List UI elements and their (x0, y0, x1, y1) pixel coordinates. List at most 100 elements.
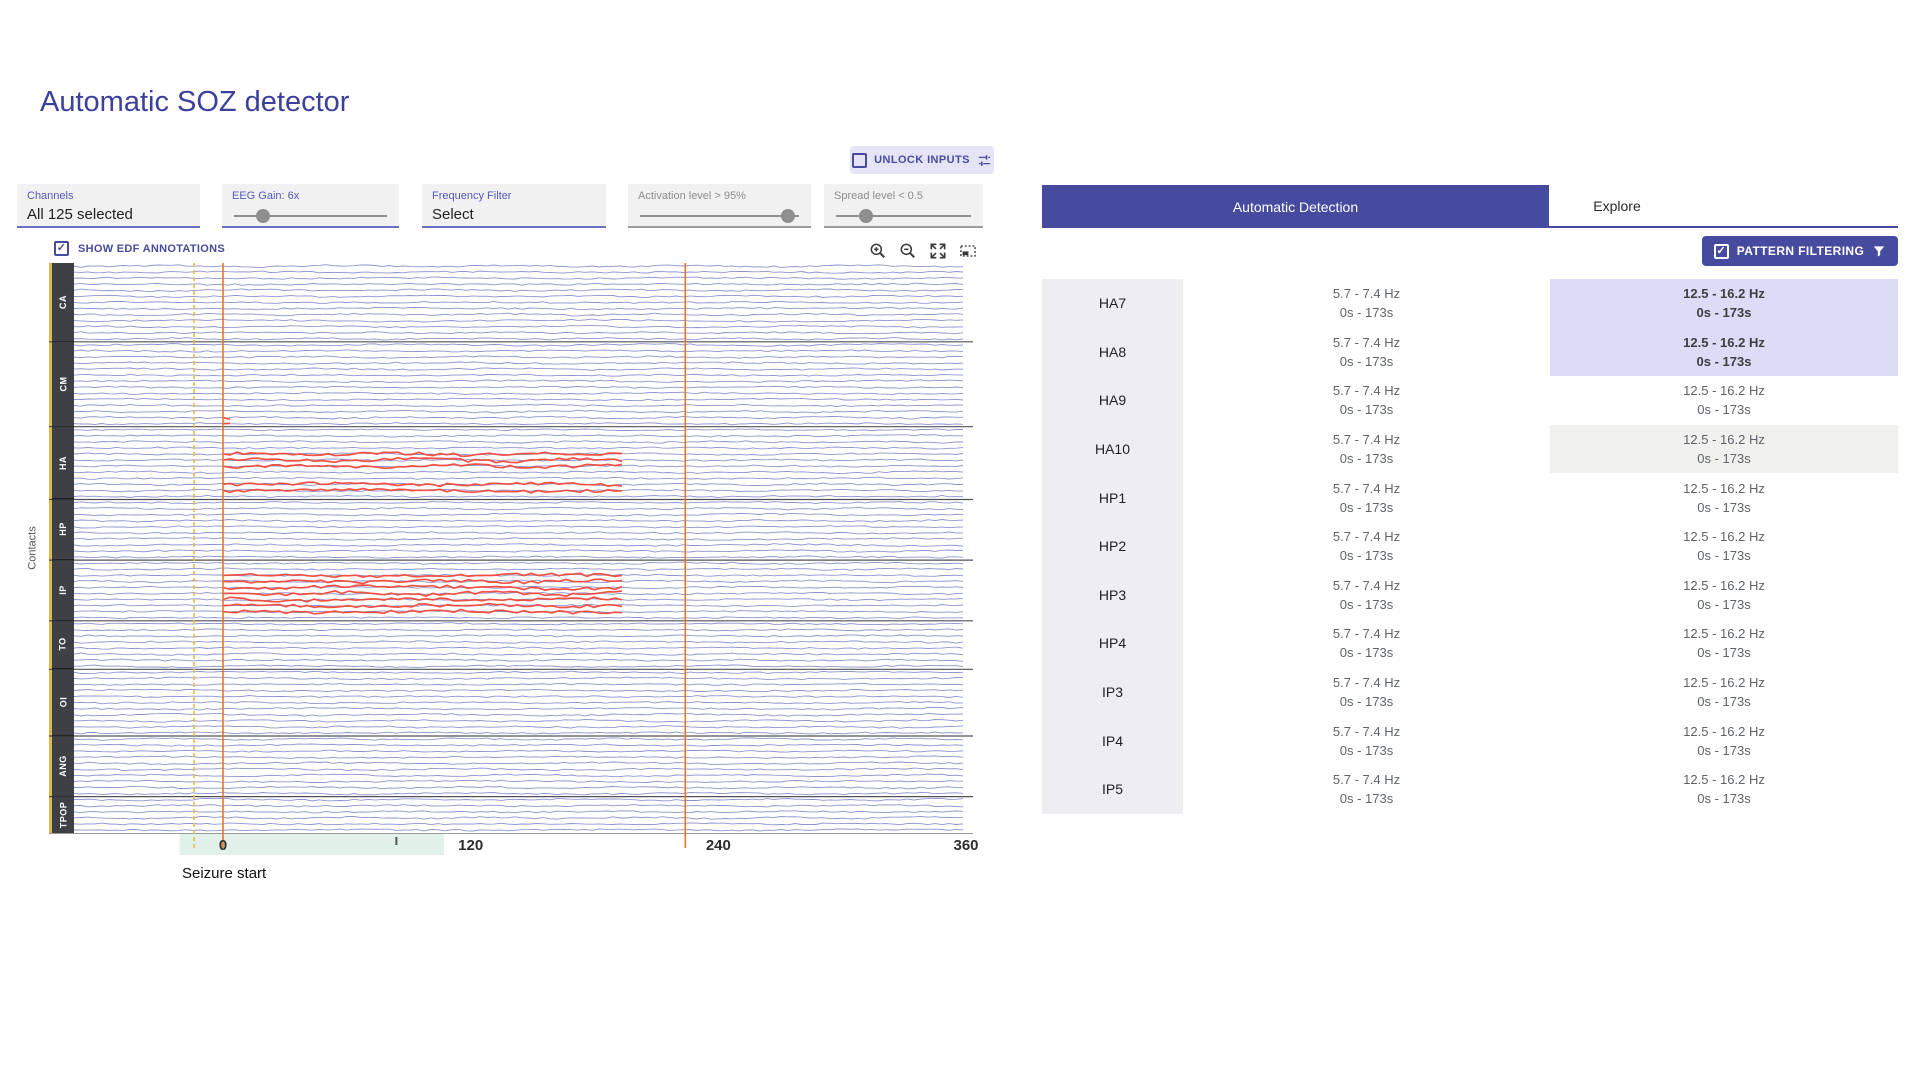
activation-level-control: Activation level > 95% (628, 184, 811, 228)
pattern-frequency: 5.7 - 7.4 Hz (1332, 626, 1401, 642)
pattern-time-range: 0s - 173s (1339, 353, 1394, 369)
pattern-time-range: 0s - 173s (1697, 402, 1751, 418)
pattern-cell-band1[interactable]: 5.7 - 7.4 Hz 0s - 173s (1183, 376, 1550, 425)
pattern-cell-band2[interactable]: 12.5 - 16.2 Hz 0s - 173s (1550, 327, 1898, 377)
chart-toolbar (866, 239, 980, 263)
pattern-frequency: 5.7 - 7.4 Hz (1332, 334, 1401, 350)
pattern-frequency: 12.5 - 16.2 Hz (1683, 626, 1765, 642)
channels-select[interactable]: Channels All 125 selected (17, 184, 200, 228)
pattern-frequency: 5.7 - 7.4 Hz (1332, 577, 1401, 593)
pattern-frequency: 12.5 - 16.2 Hz (1683, 480, 1765, 496)
pattern-cell-band1[interactable]: 5.7 - 7.4 Hz 0s - 173s (1183, 425, 1550, 474)
pattern-time-range: 0s - 173s (1697, 694, 1751, 710)
detection-row-ha7: HA7 5.7 - 7.4 Hz 0s - 173s 12.5 - 16.2 Hz 0s… (1042, 279, 1898, 328)
expand-icon (930, 243, 946, 259)
pattern-time-range: 0s - 173s (1696, 353, 1752, 369)
pattern-time-range: 0s - 173s (1339, 791, 1394, 807)
channel-label: IP3 (1042, 667, 1183, 717)
pattern-frequency: 5.7 - 7.4 Hz (1332, 772, 1401, 788)
zoom-out-button[interactable] (896, 239, 920, 263)
pattern-frequency: 5.7 - 7.4 Hz (1332, 723, 1401, 739)
show-edf-checkbox-box[interactable] (54, 241, 69, 256)
channels-label: Channels (27, 190, 74, 202)
page-title: Automatic SOZ detector (40, 86, 350, 118)
pattern-frequency: 12.5 - 16.2 Hz (1683, 432, 1765, 448)
pattern-frequency: 5.7 - 7.4 Hz (1332, 675, 1401, 691)
eeg-chart[interactable]: Contacts CA CM HA HP IP TO OI ANG TPOP 0 120 240 36… (27, 263, 979, 908)
pattern-frequency: 5.7 - 7.4 Hz (1332, 529, 1401, 545)
activation-level-slider[interactable] (638, 209, 801, 223)
pattern-cell-band2[interactable]: 12.5 - 16.2 Hz 0s - 173s (1550, 716, 1898, 765)
detection-row-ha9: HA9 5.7 - 7.4 Hz 0s - 173s 12.5 - 16.2 Hz 0s… (1042, 376, 1898, 425)
pattern-time-range: 0s - 173s (1339, 305, 1394, 321)
pattern-time-range: 0s - 173s (1697, 742, 1751, 758)
pattern-cell-band1[interactable]: 5.7 - 7.4 Hz 0s - 173s (1183, 522, 1550, 571)
show-edf-annotations-checkbox[interactable]: SHOW EDF ANNOTATIONS (54, 241, 225, 256)
pattern-cell-band1[interactable]: 5.7 - 7.4 Hz 0s - 173s (1183, 279, 1550, 328)
channel-label: IP5 (1042, 764, 1183, 814)
tab-automatic-detection[interactable]: Automatic Detection (1042, 185, 1549, 228)
tab-explore[interactable]: Explore (1549, 185, 1685, 226)
pattern-cell-band1[interactable]: 5.7 - 7.4 Hz 0s - 173s (1183, 473, 1550, 522)
pattern-cell-band1[interactable]: 5.7 - 7.4 Hz 0s - 173s (1183, 765, 1550, 814)
pattern-time-range: 0s - 173s (1339, 645, 1394, 661)
pattern-cell-band2[interactable]: 12.5 - 16.2 Hz 0s - 173s (1550, 668, 1898, 717)
frequency-filter-select[interactable]: Frequency Filter Select (422, 184, 606, 228)
detection-row-ha10: HA10 5.7 - 7.4 Hz 0s - 173s 12.5 - 16.2 Hz 0… (1042, 424, 1898, 474)
pattern-cell-band2[interactable]: 12.5 - 16.2 Hz 0s - 173s (1550, 473, 1898, 522)
channel-label: HA10 (1042, 424, 1183, 474)
detection-row-ip3: IP3 5.7 - 7.4 Hz 0s - 173s 12.5 - 16.2 Hz 0s… (1042, 667, 1898, 717)
eeg-gain-slider[interactable] (232, 209, 389, 223)
box-select-button[interactable] (956, 239, 980, 263)
pattern-frequency: 12.5 - 16.2 Hz (1683, 577, 1765, 593)
detection-row-ha8: HA8 5.7 - 7.4 Hz 0s - 173s 12.5 - 16.2 Hz 0s… (1042, 327, 1898, 377)
pattern-cell-band1[interactable]: 5.7 - 7.4 Hz 0s - 173s (1183, 571, 1550, 620)
channel-label: HP1 (1042, 473, 1183, 522)
unlock-inputs-button[interactable]: UNLOCK INPUTS (850, 146, 994, 174)
pattern-time-range: 0s - 173s (1339, 548, 1394, 564)
spread-level-slider-thumb[interactable] (858, 209, 873, 223)
pattern-cell-band1[interactable]: 5.7 - 7.4 Hz 0s - 173s (1183, 668, 1550, 717)
spread-level-slider[interactable] (834, 209, 973, 223)
detection-results-table: HA7 5.7 - 7.4 Hz 0s - 173s 12.5 - 16.2 Hz 0s… (1042, 279, 1898, 814)
pattern-cell-band2[interactable]: 12.5 - 16.2 Hz 0s - 173s (1550, 376, 1898, 425)
x-axis: 0 120 240 360 (74, 837, 979, 857)
pattern-cell-band2[interactable]: 12.5 - 16.2 Hz 0s - 173s (1550, 279, 1898, 328)
pattern-cell-band1[interactable]: 5.7 - 7.4 Hz 0s - 173s (1183, 619, 1550, 668)
funnel-icon (1873, 246, 1885, 257)
pattern-time-range: 0s - 173s (1696, 305, 1752, 321)
pattern-cell-band2[interactable]: 12.5 - 16.2 Hz 0s - 173s (1550, 522, 1898, 571)
seizure-start-label: Seizure start (182, 865, 267, 882)
pattern-cell-band2[interactable]: 12.5 - 16.2 Hz 0s - 173s (1550, 571, 1898, 620)
pattern-time-range: 0s - 173s (1339, 742, 1394, 758)
detection-row-hp3: HP3 5.7 - 7.4 Hz 0s - 173s 12.5 - 16.2 Hz 0s… (1042, 570, 1898, 620)
pattern-cell-band2[interactable]: 12.5 - 16.2 Hz 0s - 173s (1550, 619, 1898, 668)
pattern-cell-band2[interactable]: 12.5 - 16.2 Hz 0s - 173s (1550, 424, 1898, 474)
channels-value: All 125 selected (27, 206, 133, 223)
pattern-cell-band1[interactable]: 5.7 - 7.4 Hz 0s - 173s (1183, 328, 1550, 377)
channel-label: HA7 (1042, 279, 1183, 328)
pattern-cell-band2[interactable]: 12.5 - 16.2 Hz 0s - 173s (1550, 765, 1898, 814)
x-axis-tick-label: 360 (953, 837, 979, 854)
activation-level-slider-thumb[interactable] (780, 209, 795, 223)
activation-level-label: Activation level > 95% (638, 190, 746, 202)
pattern-time-range: 0s - 173s (1697, 791, 1751, 807)
detection-row-hp1: HP1 5.7 - 7.4 Hz 0s - 173s 12.5 - 16.2 Hz 0s… (1042, 473, 1898, 522)
pattern-frequency: 12.5 - 16.2 Hz (1683, 334, 1765, 350)
eeg-traces-svg[interactable] (49, 263, 973, 855)
pattern-filtering-checkbox[interactable] (1713, 243, 1729, 259)
pattern-frequency: 5.7 - 7.4 Hz (1332, 480, 1401, 496)
pattern-filtering-button[interactable]: PATTERN FILTERING (1702, 236, 1898, 266)
reset-view-button[interactable] (926, 239, 950, 263)
pattern-time-range: 0s - 173s (1697, 548, 1751, 564)
zoom-in-icon (870, 243, 885, 258)
pattern-frequency: 5.7 - 7.4 Hz (1332, 432, 1401, 448)
pattern-cell-band1[interactable]: 5.7 - 7.4 Hz 0s - 173s (1183, 716, 1550, 765)
frequency-filter-value: Select (432, 206, 474, 223)
unlock-inputs-checkbox[interactable] (852, 152, 868, 168)
pattern-frequency: 12.5 - 16.2 Hz (1683, 286, 1765, 302)
pattern-time-range: 0s - 173s (1339, 451, 1394, 467)
eeg-gain-slider-thumb[interactable] (256, 209, 271, 223)
pattern-frequency: 5.7 - 7.4 Hz (1332, 286, 1401, 302)
zoom-in-button[interactable] (866, 239, 890, 263)
